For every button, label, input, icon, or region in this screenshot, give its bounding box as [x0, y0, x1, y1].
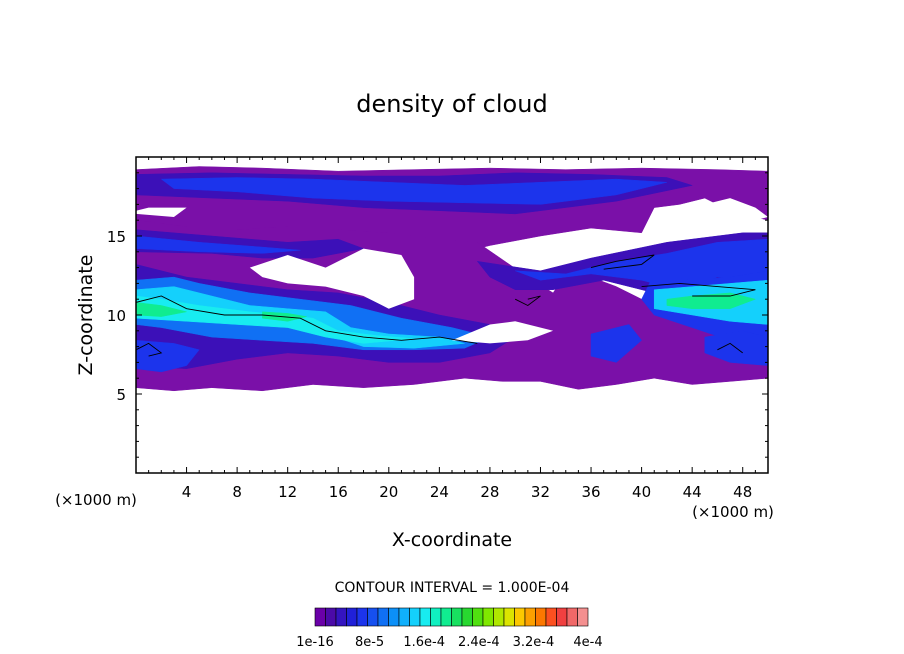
contour-band-12 [136, 302, 187, 317]
colorbar-swatch-1 [325, 607, 337, 627]
x-tick-label-32: 32 [531, 483, 550, 501]
colorbar-swatch-24 [566, 607, 578, 627]
x-tick-label-16: 16 [329, 483, 348, 501]
colorbar-swatch-2 [335, 607, 347, 627]
contour-line-0 [136, 295, 478, 344]
contour-line-layer [136, 254, 756, 357]
colorbar-swatch-17 [493, 607, 505, 627]
x-tick-label-44: 44 [683, 483, 702, 501]
colorbar-swatch-21 [535, 607, 547, 627]
colorbar-tick-label-0: 1e-16 [296, 635, 334, 650]
y-axis-label: Z-coordinate [75, 255, 97, 376]
contour-line-4 [136, 342, 163, 357]
colorbar-swatch-19 [514, 607, 526, 627]
x-tick-label-24: 24 [430, 483, 449, 501]
contour-band-17 [136, 340, 200, 373]
contour-line-2 [514, 295, 541, 307]
contour-line-3 [641, 282, 756, 297]
x-axis: 4 8 12 16 20 24 28 32 36 40 44 48 [148, 157, 756, 501]
y-tick-label-15: 15 [107, 228, 126, 246]
x-tick-label-12: 12 [278, 483, 297, 501]
colorbar-swatch-18 [503, 607, 515, 627]
contour-line-5 [717, 342, 743, 354]
y-tick-label-10: 10 [107, 307, 126, 325]
contour-band-3 [160, 177, 667, 205]
colorbar-swatch-23 [556, 607, 568, 627]
x-tick-label-8: 8 [232, 483, 242, 501]
contour-fill-layer [136, 166, 768, 392]
colorbar-swatch-22 [545, 607, 557, 627]
y-axis: 5 10 15 [107, 172, 768, 458]
plot-area [136, 166, 768, 392]
colorbar-tick-label-3: 2.4e-4 [458, 635, 500, 650]
colorbar-swatch-25 [577, 607, 589, 627]
x-tick-label-28: 28 [480, 483, 499, 501]
colorbar-swatch-20 [524, 607, 536, 627]
colorbar-swatch-14 [461, 607, 473, 627]
x-tick-label-4: 4 [182, 483, 192, 501]
colorbar-swatch-12 [440, 607, 452, 627]
colorbar [314, 607, 589, 627]
colorbar-swatch-0 [314, 607, 326, 627]
contour-band-18 [590, 324, 642, 363]
contour-interval-text: CONTOUR INTERVAL = 1.000E-04 [335, 580, 570, 596]
colorbar-swatch-7 [388, 607, 400, 627]
x-unit-label-right: (×1000 m) [692, 503, 774, 521]
x-unit-label-left: (×1000 m) [55, 491, 137, 509]
colorbar-swatch-13 [451, 607, 463, 627]
cloud-free-region-2 [249, 248, 415, 309]
colorbar-swatch-3 [346, 607, 358, 627]
colorbar-tick-label-5: 4e-4 [573, 635, 602, 650]
colorbar-labels: 1e-16 8e-5 1.6e-4 2.4e-4 3.2e-4 4e-4 [296, 635, 602, 650]
colorbar-swatch-16 [482, 607, 494, 627]
x-tick-label-48: 48 [733, 483, 752, 501]
cloud-free-regions [136, 198, 768, 344]
contour-band-16 [666, 292, 757, 309]
colorbar-tick-label-2: 1.6e-4 [403, 635, 445, 650]
colorbar-swatch-10 [419, 607, 431, 627]
colorbar-swatch-6 [377, 607, 389, 627]
colorbar-tick-label-1: 8e-5 [355, 635, 384, 650]
cloud-free-region-1 [704, 198, 768, 224]
colorbar-swatch-15 [472, 607, 484, 627]
cloud-free-region-3 [452, 321, 554, 344]
y-tick-label-5: 5 [116, 386, 126, 404]
x-tick-label-40: 40 [632, 483, 651, 501]
colorbar-swatch-4 [356, 607, 368, 627]
x-tick-label-20: 20 [379, 483, 398, 501]
cloud-free-region-0 [136, 207, 187, 217]
x-tick-label-36: 36 [581, 483, 600, 501]
colorbar-tick-label-4: 3.2e-4 [513, 635, 555, 650]
contour-band-5 [136, 235, 301, 254]
colorbar-swatch-8 [398, 607, 410, 627]
colorbar-swatch-9 [409, 607, 421, 627]
contour-line-1 [590, 254, 655, 270]
chart-title: density of cloud [356, 90, 547, 118]
colorbar-swatch-11 [430, 607, 442, 627]
x-axis-label: X-coordinate [392, 529, 512, 551]
colorbar-swatch-5 [367, 607, 379, 627]
